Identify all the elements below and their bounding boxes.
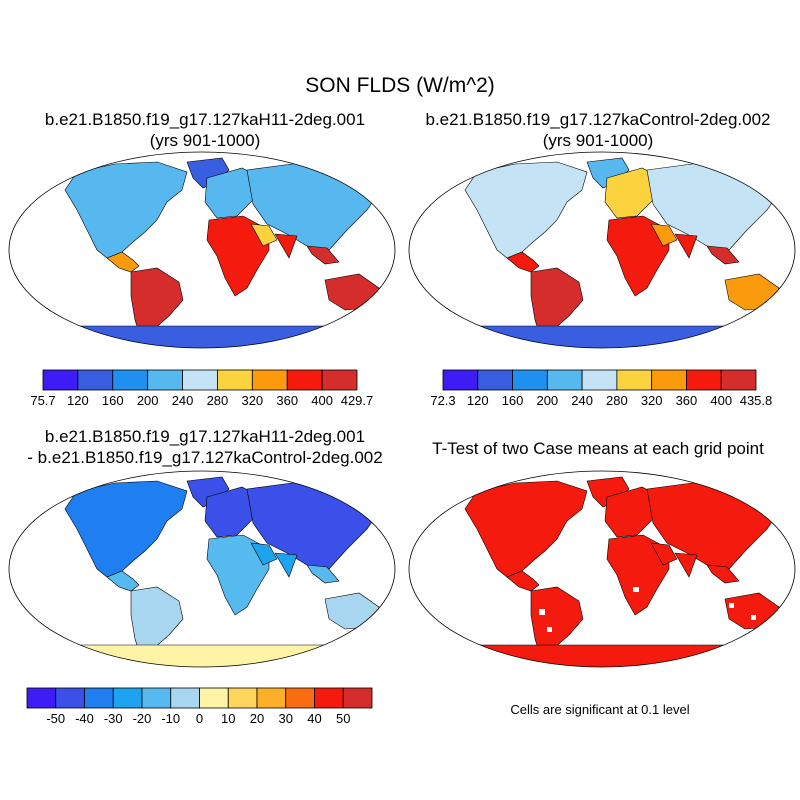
- colorbar-swatch: [286, 369, 323, 391]
- region-antarctica: [36, 644, 378, 667]
- colorbar-tick-label: 30: [279, 711, 293, 726]
- region-new-zealand: [784, 295, 794, 309]
- colorbar-swatch: [84, 687, 114, 709]
- panel-1-title-line2: (yrs 901-1000): [149, 131, 261, 150]
- colorbar-tick-label: 429.7: [341, 393, 374, 408]
- panel-1-map: [8, 151, 396, 349]
- colorbar-tick-label: 72.3: [430, 393, 455, 408]
- colorbar-swatch: [285, 687, 315, 709]
- panel-1-title: b.e21.B1850.f19_g17.127kaH11-2deg.001 (y…: [0, 109, 410, 151]
- region-antarctica: [36, 325, 378, 348]
- colorbar-swatch: [256, 687, 287, 709]
- colorbar-swatch: [77, 369, 114, 391]
- panel-2-title: b.e21.B1850.f19_g17.127kaControl-2deg.00…: [396, 109, 800, 151]
- colorbar-swatch: [651, 369, 687, 391]
- colorbar-tick-label: 360: [276, 393, 298, 408]
- colorbar-tick-label: 120: [467, 393, 489, 408]
- colorbar-tick-label: 435.8: [740, 393, 773, 408]
- colorbar-tick-label: 360: [676, 393, 698, 408]
- panel-2-title-line2: (yrs 901-1000): [542, 131, 654, 150]
- insignificant-cell: [539, 609, 545, 615]
- colorbar-swatch: [55, 687, 85, 709]
- panel-3-title-line2: - b.e21.B1850.f19_g17.127kaControl-2deg.…: [27, 448, 383, 467]
- colorbar-swatch: [217, 369, 253, 391]
- region-antarctica: [436, 644, 778, 667]
- significance-note: Cells are significant at 0.1 level: [510, 702, 690, 717]
- panel-3-title-line1: b.e21.B1850.f19_g17.127kaH11-2deg.001: [44, 427, 366, 446]
- globe-outline: [8, 470, 396, 668]
- colorbar-tick-label: 200: [536, 393, 558, 408]
- colorbar-swatch: [342, 687, 373, 709]
- colorbar-tick-label: -40: [75, 711, 94, 726]
- colorbar-swatch: [686, 369, 722, 391]
- colorbar-tick-label: 280: [207, 393, 229, 408]
- colorbar-tick-label: 400: [710, 393, 732, 408]
- region-antarctica: [436, 325, 778, 348]
- colorbar-swatch: [170, 687, 200, 709]
- colorbar-tick-label: -20: [133, 711, 152, 726]
- colorbar-swatch: [477, 369, 513, 391]
- colorbar-swatch: [442, 369, 479, 391]
- region-new-zealand: [384, 614, 394, 628]
- colorbar-swatch: [616, 369, 653, 391]
- insignificant-cells: [539, 587, 756, 632]
- colorbar-tick-label: -50: [46, 711, 65, 726]
- insignificant-cell: [547, 627, 552, 632]
- colorbar-swatch: [141, 687, 172, 709]
- colorbar-swatch: [720, 369, 757, 391]
- colorbar-swatch: [182, 369, 218, 391]
- region-new-zealand: [384, 295, 394, 309]
- colorbar-tick-label: 160: [102, 393, 124, 408]
- colorbar-tick-label: -30: [104, 711, 123, 726]
- colorbar-tick-label: 240: [571, 393, 593, 408]
- colorbar-swatch: [26, 687, 57, 709]
- panel-2-map: [408, 151, 796, 349]
- colorbar-tick-label: 320: [241, 393, 263, 408]
- colorbar-swatch: [42, 369, 79, 391]
- colorbar-tick-label: 320: [641, 393, 663, 408]
- globe-outline: [408, 151, 796, 349]
- panel-3-title: b.e21.B1850.f19_g17.127kaH11-2deg.001 - …: [0, 426, 410, 468]
- colorbar-swatch: [112, 369, 149, 391]
- panel-3-map: [8, 470, 396, 668]
- globe-outline: [8, 151, 396, 349]
- colorbar-tick-label: 20: [250, 711, 264, 726]
- colorbar-tick-label: 200: [137, 393, 159, 408]
- globe-outline: [408, 470, 796, 668]
- colorbar-swatch: [251, 369, 288, 391]
- panel-1-colorbar: 75.7 120 160 200 240 280 320 360 400 429.7: [30, 369, 373, 408]
- colorbar-swatch: [147, 369, 183, 391]
- colorbar-swatch: [314, 687, 344, 709]
- panel-4-title: T-Test of two Case means at each grid po…: [396, 438, 800, 459]
- colorbar-tick-label: -10: [161, 711, 180, 726]
- region-new-zealand: [784, 614, 794, 628]
- panel-3-colorbar: -50 -40 -30 -20 -10 0 10 20 30 40 50: [26, 687, 373, 726]
- colorbar-swatch: [546, 369, 583, 391]
- colorbar-tick-label: 10: [221, 711, 235, 726]
- colorbar-swatch: [321, 369, 358, 391]
- insignificant-cell: [729, 603, 734, 608]
- colorbar-tick-label: 120: [67, 393, 89, 408]
- colorbar-tick-label: 240: [172, 393, 194, 408]
- figure-title: SON FLDS (W/m^2): [305, 74, 495, 97]
- insignificant-cell: [633, 587, 639, 592]
- colorbar-swatch: [112, 687, 143, 709]
- colorbar-swatch: [227, 687, 258, 709]
- colorbar-tick-label: 280: [606, 393, 628, 408]
- colorbar-tick-label: 0: [196, 711, 203, 726]
- colorbar-swatch: [512, 369, 548, 391]
- insignificant-cell: [751, 615, 756, 620]
- panel-2-colorbar: 72.3 120 160 200 240 280 320 360 400 435.8: [430, 369, 772, 408]
- panel-2-title-line1: b.e21.B1850.f19_g17.127kaControl-2deg.00…: [425, 110, 771, 129]
- colorbar-swatch: [199, 687, 229, 709]
- panel-4-title-line1: T-Test of two Case means at each grid po…: [432, 439, 764, 458]
- colorbar-tick-label: 400: [311, 393, 333, 408]
- colorbar-tick-label: 160: [502, 393, 524, 408]
- panel-4-map: [408, 470, 796, 668]
- colorbar-tick-label: 75.7: [30, 393, 55, 408]
- panel-1-title-line1: b.e21.B1850.f19_g17.127kaH11-2deg.001: [44, 110, 366, 129]
- colorbar-swatch: [581, 369, 618, 391]
- colorbar-tick-label: 40: [307, 711, 321, 726]
- colorbar-tick-label: 50: [336, 711, 350, 726]
